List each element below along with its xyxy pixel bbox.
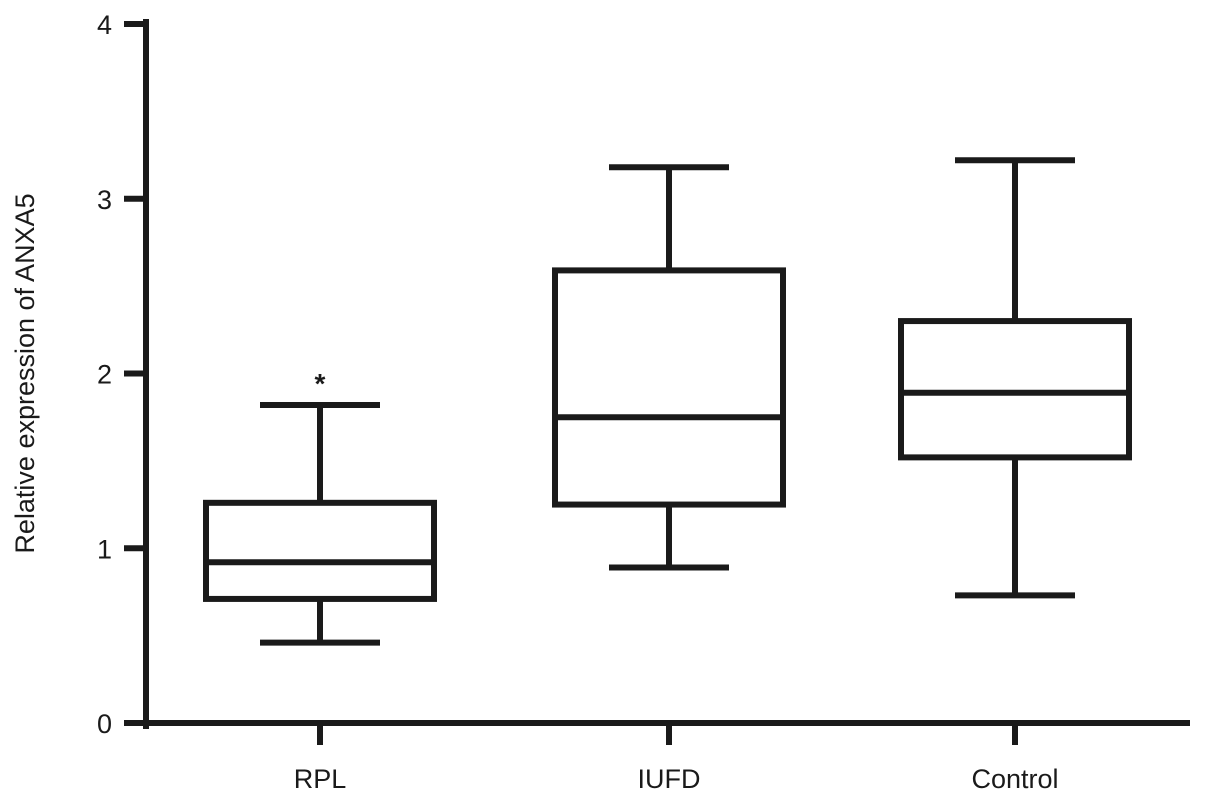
y-tick-label-2: 2 <box>97 360 112 390</box>
x-tick-label-0: RPL <box>294 764 347 794</box>
iqr-box <box>203 499 437 602</box>
boxes: * <box>203 157 1132 646</box>
box-rpl: * <box>203 368 437 646</box>
iqr-box <box>898 318 1132 461</box>
y-tick-label-1: 1 <box>97 534 112 564</box>
box-iufd <box>552 164 786 571</box>
y-tick-label-4: 4 <box>97 10 112 40</box>
y-tick-label-0: 0 <box>97 709 112 739</box>
box-control <box>898 157 1132 599</box>
x-tick-label-1: IUFD <box>638 764 701 794</box>
y-ticks: 0 1 2 3 4 RPL IUFD Control <box>97 10 1059 794</box>
x-tick-label-2: Control <box>971 764 1058 794</box>
significance-annotation: * <box>315 368 326 399</box>
y-tick-label-3: 3 <box>97 185 112 215</box>
iqr-box <box>552 267 786 508</box>
y-axis-title: Relative expression of ANXA5 <box>10 193 40 553</box>
